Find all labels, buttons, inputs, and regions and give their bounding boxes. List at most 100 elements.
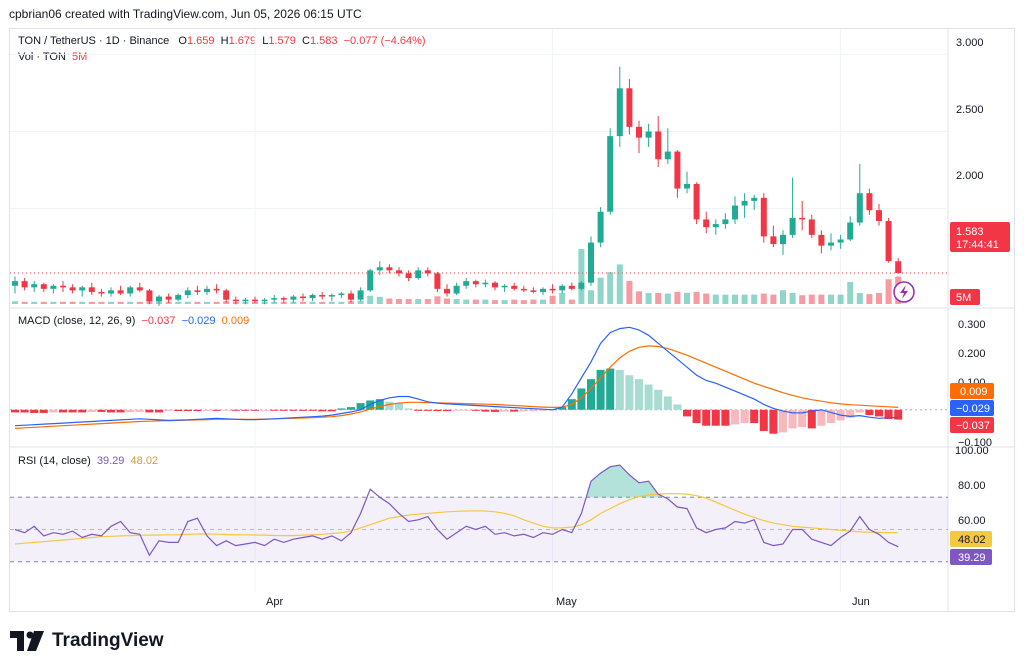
macd-hist-bar [279,409,288,411]
macd-hist-bar [769,409,778,434]
volume-bar [607,272,614,304]
macd-hist-bar [318,409,327,412]
symbol-label[interactable]: TON / TetherUS · 1D · Binance [18,35,170,47]
candle-body [655,131,662,160]
candle-body [434,273,441,289]
macd-hist-bar [875,409,883,417]
macd-hist-bar [308,409,317,411]
volume-bar [540,299,546,304]
volume-bar [722,294,729,304]
candle-body [847,222,854,240]
candle-body [895,261,902,273]
candle-body [808,219,815,235]
volume-bar [300,301,306,304]
volume-bar [357,300,364,304]
macd-hist-bar [270,409,279,411]
volume-bar [252,301,258,304]
volume-bar [578,249,585,304]
rsi-tag [950,549,992,565]
volume-bar [626,280,633,304]
volume-bar [472,299,479,304]
volume-bar [693,291,700,304]
axes: 3.000 2.500 2.000 0.300 0.200 0.100 −0.1… [266,37,992,608]
candle-body [357,290,364,300]
volume-bar [684,293,690,304]
volume-bar [338,301,345,304]
macd-hist-bar [558,407,567,410]
candle-body [242,299,249,302]
macd-hist-bar [587,379,595,410]
volume-bar [655,293,662,304]
candle-body [156,296,162,302]
volume-bar [741,294,748,304]
price-tick-3: 3.000 [956,37,984,49]
macd-hist-bar [625,375,634,410]
high-label: H [220,35,229,47]
macd-hist-bar [491,409,499,412]
candle-body [31,284,38,288]
volume-bar [789,293,796,304]
macd-hist-bar [174,409,183,412]
candle-body [837,239,844,243]
candle-body [578,282,585,289]
open-value: 1.659 [186,35,215,47]
macd-hist-bar [683,409,691,417]
last-price-tag [950,222,1010,252]
chart-frame [9,28,1015,612]
macd-hist-bar [817,409,826,426]
macd-hist-bar [615,369,624,410]
signal-tag [950,383,994,399]
volume-bar [588,290,594,304]
candle-body [616,88,623,137]
candles [12,66,902,306]
macd-hist-bar [846,409,855,418]
countdown-value: 17:44:41 [956,239,999,251]
candle-body [309,295,316,299]
macd-hist-bar [395,403,403,410]
macd-hist-bar [798,409,807,428]
macd-hist-bar [87,409,96,412]
volume-bar [597,277,604,304]
candle-body [194,290,201,292]
rsi-tick-60: 60.00 [958,515,986,527]
candle-body [424,270,431,274]
time-label-apr: Apr [266,596,283,608]
candle-body [319,295,326,297]
rsi-label[interactable]: RSI (14, close) [18,455,91,467]
macd-hist-bar [68,409,77,413]
candle-body [511,285,518,289]
volume-bar [444,298,450,304]
volume-bar [271,301,278,304]
macd-hist-bar [375,399,384,410]
macd-hist-bar [529,409,538,412]
macd-hist-bar [385,401,394,410]
candle-body [79,287,86,291]
candle-body [165,296,172,300]
macd-hist-bar [183,409,192,412]
volume-bar [434,296,441,304]
candle-body [204,288,210,292]
macd-hist-bar [673,404,682,410]
macd-hist-bar [347,407,355,410]
rsi-legend: RSI (14, close) 39.29 48.02 [18,455,158,467]
macd-tag [950,400,994,416]
candle-body [415,270,422,279]
candle-body [396,270,402,274]
macd-hist-bar [452,409,461,411]
macd-hist-bar [606,368,615,410]
macd-tick-0-3: 0.300 [958,319,986,331]
volume-bar [165,301,172,304]
volume-bar [280,301,287,304]
candle-body [117,290,124,294]
volume-bar [21,301,28,304]
macd-hist-bar [759,409,768,432]
tradingview-logo[interactable]: TradingView [10,630,164,652]
macd-hist-bar [155,409,163,413]
volume-bar [88,301,95,304]
macd-label[interactable]: MACD (close, 12, 26, 9) [18,315,136,327]
macd-hist-bar [894,409,903,420]
macd-hist-bar [510,409,519,412]
volume-bar [50,301,57,304]
candle-body [597,211,604,243]
